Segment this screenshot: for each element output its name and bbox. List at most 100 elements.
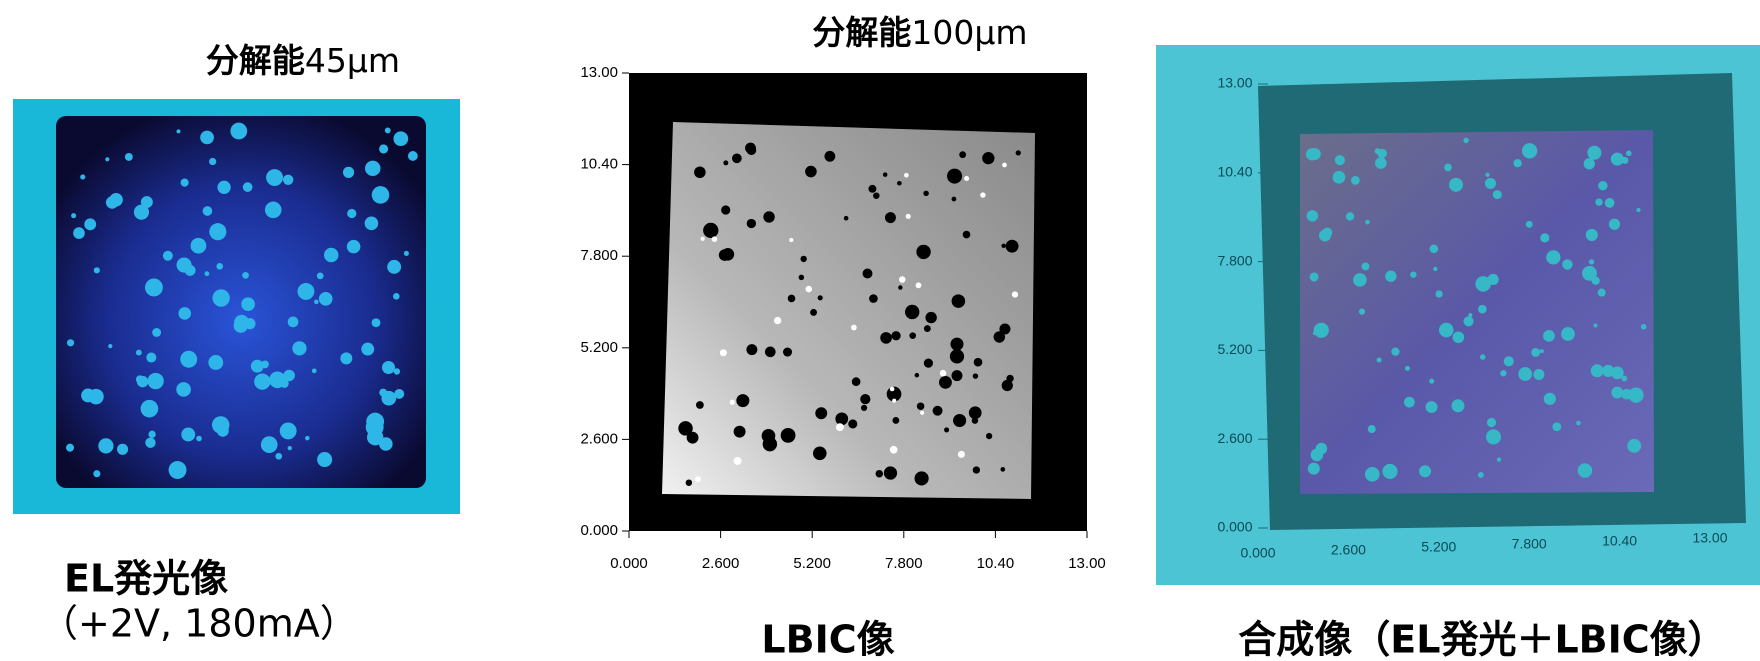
spot xyxy=(963,231,971,239)
spot xyxy=(408,151,418,161)
spot xyxy=(217,425,229,437)
spot xyxy=(813,447,827,461)
spot xyxy=(1598,181,1607,190)
spot xyxy=(873,192,880,199)
spot xyxy=(292,341,306,355)
spot xyxy=(923,191,929,197)
spot xyxy=(1561,327,1575,341)
spot xyxy=(204,271,209,276)
spot xyxy=(868,185,876,193)
spot xyxy=(824,151,835,162)
spot xyxy=(181,179,189,187)
spot xyxy=(393,293,400,300)
spot xyxy=(818,295,823,300)
spot xyxy=(892,417,899,424)
spot xyxy=(1609,219,1620,230)
spot xyxy=(1404,397,1415,408)
spot xyxy=(1562,259,1572,269)
spot xyxy=(1006,240,1019,253)
spot xyxy=(312,368,317,373)
x-tick-label: 5.200 xyxy=(793,555,831,572)
spot xyxy=(734,457,742,465)
spot xyxy=(1361,263,1369,271)
spot xyxy=(1591,364,1604,377)
spot xyxy=(781,428,796,443)
spot xyxy=(379,437,393,451)
spot xyxy=(1351,176,1360,185)
y-tick-label: 10.40 xyxy=(1217,164,1252,180)
spot xyxy=(972,417,978,423)
spot xyxy=(844,216,849,221)
spot xyxy=(788,295,796,303)
spot xyxy=(379,144,388,153)
spot xyxy=(774,317,781,324)
spot xyxy=(381,391,396,406)
spot xyxy=(687,432,699,444)
spot xyxy=(974,358,983,367)
spot xyxy=(986,433,992,439)
x-tick-label: 13.00 xyxy=(1068,555,1106,572)
spot xyxy=(1540,349,1544,353)
spot xyxy=(361,343,374,356)
spot xyxy=(701,237,705,241)
spot xyxy=(305,436,310,441)
spot xyxy=(88,389,104,405)
spot xyxy=(1426,401,1438,413)
spot xyxy=(1405,366,1410,371)
spot xyxy=(694,166,706,178)
spot xyxy=(1626,151,1632,157)
spot xyxy=(746,344,757,355)
spot xyxy=(265,202,282,219)
spot xyxy=(720,349,727,356)
panel-title: 分解能100μm xyxy=(812,13,1027,52)
spot xyxy=(347,240,361,254)
spot xyxy=(169,461,187,479)
spot xyxy=(343,167,354,178)
spot xyxy=(1546,250,1560,264)
lbic-cell xyxy=(662,122,1035,499)
spot xyxy=(952,294,966,308)
spot xyxy=(959,151,966,158)
spot xyxy=(924,325,931,332)
spot xyxy=(1001,244,1005,248)
spot xyxy=(848,419,857,428)
spot xyxy=(869,294,878,303)
spot xyxy=(736,394,749,407)
spot xyxy=(884,466,897,479)
spot xyxy=(916,282,922,288)
spot xyxy=(209,223,226,240)
spot xyxy=(891,331,900,340)
spot xyxy=(340,352,352,364)
spot xyxy=(964,176,969,181)
spot xyxy=(141,400,159,418)
spot xyxy=(203,206,213,216)
spot xyxy=(1368,425,1376,433)
panel-title: 分解能45μm xyxy=(206,41,400,80)
spot xyxy=(105,157,109,161)
x-tick-label: 2.600 xyxy=(1331,542,1366,558)
spot xyxy=(982,152,994,164)
y-tick-label: 0.000 xyxy=(580,522,618,539)
spot xyxy=(319,292,333,306)
spot xyxy=(1391,348,1399,356)
caption: LBIC像 xyxy=(761,618,894,661)
spot xyxy=(1419,465,1431,477)
spot xyxy=(1621,376,1627,382)
spot xyxy=(721,205,730,214)
spot xyxy=(1552,422,1561,431)
spot xyxy=(288,316,299,327)
spot xyxy=(745,143,756,154)
spot xyxy=(696,401,704,409)
spot xyxy=(1487,418,1496,427)
spot xyxy=(1365,467,1380,482)
y-tick-label: 13.00 xyxy=(1217,75,1252,91)
spot xyxy=(288,446,292,450)
spot xyxy=(703,223,718,238)
spot xyxy=(805,286,812,293)
spot xyxy=(1410,271,1416,277)
y-tick-label: 5.200 xyxy=(1217,341,1252,357)
spot xyxy=(763,437,777,451)
spot xyxy=(1310,272,1319,281)
spot xyxy=(1307,210,1318,221)
spot xyxy=(1540,233,1549,242)
